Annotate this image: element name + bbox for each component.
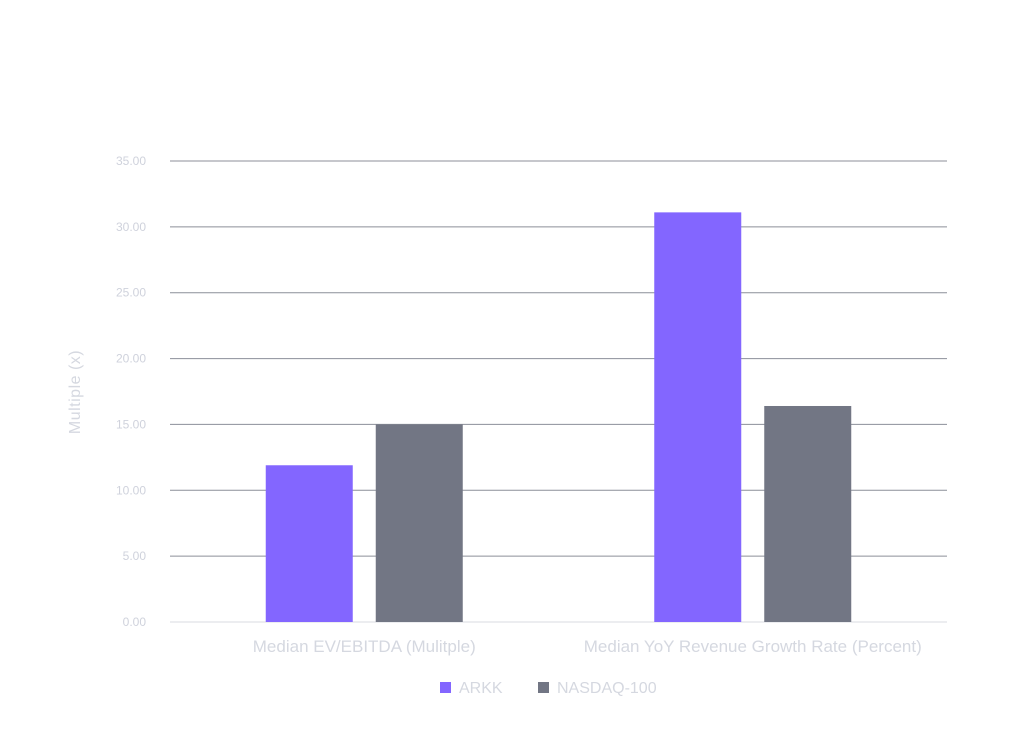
x-category-label: Median YoY Revenue Growth Rate (Percent): [584, 637, 922, 656]
y-axis-title: Multiple (x): [67, 350, 84, 434]
y-tick-label: 15.00: [116, 417, 146, 431]
bar-nasdaq-100: [764, 405, 852, 622]
y-tick-label: 0.00: [123, 615, 147, 629]
legend-swatch: [440, 682, 451, 693]
bars: [265, 212, 852, 622]
legend-label: NASDAQ-100: [557, 680, 657, 697]
x-axis-categories: Median EV/EBITDA (Mulitple) Median YoY Re…: [253, 637, 922, 656]
y-tick-label: 35.00: [116, 154, 146, 168]
legend-label: ARKK: [459, 680, 503, 697]
bar-nasdaq-100: [375, 424, 463, 622]
x-category-label: Median EV/EBITDA (Mulitple): [253, 637, 476, 656]
legend: ARKK NASDAQ-100: [440, 680, 657, 697]
y-axis-ticks: 0.00 5.00 10.00 15.00 20.00 25.00 30.00 35.00: [116, 154, 146, 629]
y-tick-label: 10.00: [116, 483, 146, 497]
y-tick-label: 5.00: [123, 549, 147, 563]
y-tick-label: 20.00: [116, 352, 146, 366]
bar-arkk: [265, 465, 353, 622]
legend-swatch: [538, 682, 549, 693]
y-tick-label: 25.00: [116, 286, 146, 300]
y-tick-label: 30.00: [116, 220, 146, 234]
bar-arkk: [654, 212, 742, 622]
